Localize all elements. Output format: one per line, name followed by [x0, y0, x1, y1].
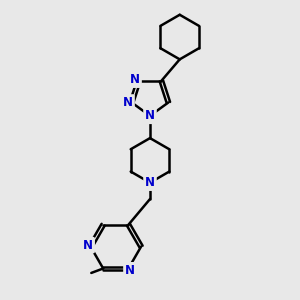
Text: N: N — [145, 109, 155, 122]
Text: N: N — [125, 264, 135, 277]
Text: N: N — [145, 176, 155, 189]
Text: N: N — [83, 238, 93, 252]
Text: N: N — [123, 96, 133, 109]
Text: N: N — [130, 73, 140, 86]
